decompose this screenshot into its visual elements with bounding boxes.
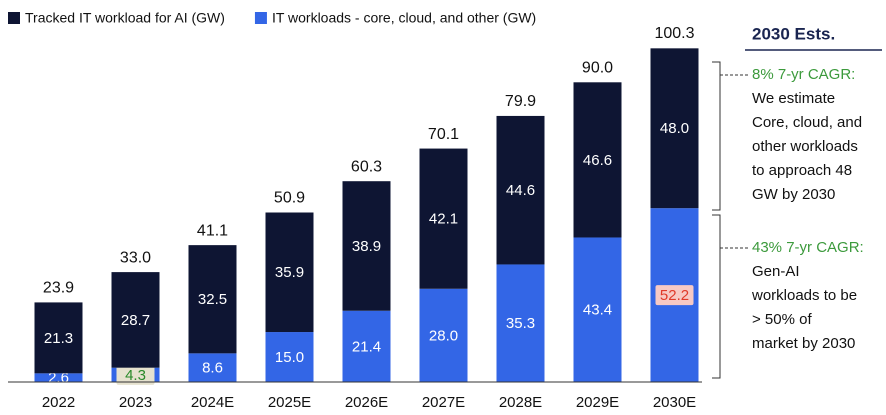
note-line: Core, cloud, and: [752, 114, 862, 131]
bar-segment: [111, 272, 160, 368]
x-tick-label: 2028E: [499, 394, 542, 411]
value-label: 32.5: [198, 291, 227, 308]
legend-swatch: [254, 12, 267, 24]
bar-segment: [34, 373, 83, 382]
bar-segment: [419, 148, 468, 289]
panel-title: 2030 Ests.: [752, 24, 835, 43]
total-label: 90.0: [582, 60, 613, 77]
value-label: 48.0: [660, 120, 689, 137]
label-highlight: [116, 364, 155, 385]
total-label: 70.1: [428, 126, 459, 143]
value-label: 52.2: [660, 287, 689, 304]
note-line: workloads to be: [751, 287, 857, 304]
value-label: 28.0: [429, 327, 458, 344]
total-label: 23.9: [43, 280, 74, 297]
value-label: 15.0: [275, 349, 304, 366]
legend-label: Tracked IT workload for AI (GW): [25, 10, 225, 26]
total-label: 41.1: [197, 222, 228, 239]
bar-segment: [34, 302, 83, 374]
value-label: 21.4: [352, 338, 381, 355]
value-label: 21.3: [44, 330, 73, 347]
note-line: to approach 48: [752, 162, 852, 179]
bar-segment: [419, 288, 468, 382]
bar-segment: [265, 332, 314, 382]
bar-segment: [188, 245, 237, 354]
value-label: 38.9: [352, 238, 381, 255]
bar-segment: [573, 82, 622, 238]
value-label: 46.6: [583, 152, 612, 169]
note-heading: 8% 7-yr CAGR:: [752, 66, 855, 83]
bar-segment: [342, 181, 391, 311]
total-label: 60.3: [351, 158, 382, 175]
x-tick-label: 2027E: [422, 394, 465, 411]
note-line: GW by 2030: [752, 186, 835, 203]
value-label: 4.3: [125, 367, 146, 384]
note-line: We estimate: [752, 90, 835, 107]
total-label: 50.9: [274, 190, 305, 207]
note-line: > 50% of: [752, 311, 812, 328]
bar-segment: [650, 48, 699, 209]
value-label: 35.9: [275, 264, 304, 281]
total-label: 100.3: [654, 25, 694, 42]
bar-segment: [342, 310, 391, 382]
note-line: market by 2030: [752, 335, 855, 352]
bracket: [712, 214, 721, 379]
bar-segment: [573, 237, 622, 382]
x-tick-label: 2023: [119, 394, 152, 411]
value-label: 44.6: [506, 182, 535, 199]
bar-segment: [496, 115, 545, 265]
legend-swatch: [8, 12, 20, 24]
x-tick-label: 2024E: [191, 394, 234, 411]
value-label: 35.3: [506, 315, 535, 332]
note-line: other workloads: [752, 138, 858, 155]
total-label: 79.9: [505, 93, 536, 110]
value-label: 43.4: [583, 302, 612, 319]
x-tick-label: 2025E: [268, 394, 311, 411]
value-label: 8.6: [202, 360, 223, 377]
value-label: 42.1: [429, 211, 458, 228]
bar-segment: [265, 212, 314, 333]
bar-segment: [188, 353, 237, 382]
x-tick-label: 2029E: [576, 394, 619, 411]
x-tick-label: 2022: [42, 394, 75, 411]
value-label: 28.7: [121, 312, 150, 329]
x-tick-label: 2026E: [345, 394, 388, 411]
total-label: 33.0: [120, 249, 151, 266]
bar-segment: [496, 264, 545, 382]
label-highlight: [655, 285, 694, 306]
bracket: [712, 61, 721, 211]
legend-label: IT workloads - core, cloud, and other (G…: [272, 10, 536, 26]
note-line: Gen-AI: [752, 263, 800, 280]
note-heading: 43% 7-yr CAGR:: [752, 239, 864, 256]
x-tick-label: 2030E: [653, 394, 696, 411]
